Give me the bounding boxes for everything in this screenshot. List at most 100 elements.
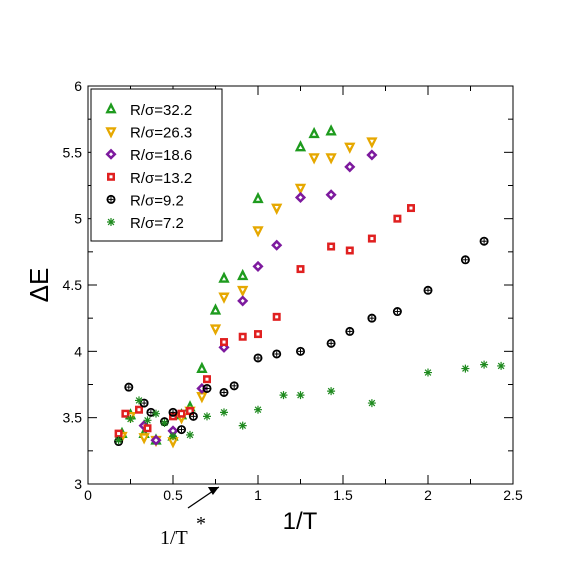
data-point-hole: [329, 129, 334, 134]
data-point-hole: [117, 432, 121, 436]
legend-marker: [107, 218, 115, 226]
y-tick-label: 4: [74, 343, 82, 359]
x-tick-label: 1.5: [333, 487, 353, 503]
data-point: [367, 313, 377, 323]
data-point-hole: [222, 294, 226, 299]
data-point: [126, 414, 135, 423]
data-point: [176, 425, 186, 435]
data-point-hole: [256, 197, 260, 201]
legend-entry: R/σ=32.2: [130, 102, 192, 119]
data-point-hole: [275, 315, 279, 319]
data-point-hole: [347, 164, 352, 169]
annotation-arrowhead: [207, 487, 219, 495]
data-point: [143, 416, 152, 425]
data-point: [497, 361, 506, 370]
data-point-hole: [199, 394, 204, 398]
data-point-hole: [213, 308, 218, 313]
data-point: [367, 399, 376, 408]
data-point-hole: [222, 345, 226, 350]
y-tick-label: 3.5: [63, 410, 83, 426]
legend-marker-hole: [109, 175, 113, 179]
data-point: [254, 405, 262, 414]
x-tick-label: 0: [84, 487, 92, 503]
data-point-hole: [256, 264, 260, 269]
data-point: [253, 353, 263, 363]
data-point: [296, 391, 305, 400]
data-point: [220, 408, 228, 417]
data-point-hole: [370, 237, 374, 241]
data-point: [186, 430, 194, 439]
data-point: [479, 236, 489, 246]
data-point: [188, 411, 198, 421]
data-point-hole: [298, 186, 303, 190]
data-point: [229, 381, 239, 391]
data-point-hole: [137, 408, 141, 412]
data-point: [135, 396, 143, 405]
data-point-hole: [154, 438, 158, 443]
data-point: [345, 326, 355, 336]
data-point: [480, 360, 489, 369]
data-point-hole: [409, 206, 413, 210]
data-point: [169, 432, 177, 441]
data-point-hole: [312, 155, 317, 160]
data-point-hole: [312, 132, 317, 136]
data-point-hole: [348, 249, 352, 253]
data-point-hole: [222, 340, 226, 344]
y-tick-label: 5: [74, 211, 82, 227]
legend-entry: R/σ=13.2: [130, 170, 192, 187]
legend-marker: [106, 194, 116, 204]
data-point: [423, 285, 433, 295]
x-axis-title: 1/T: [283, 508, 318, 535]
data-point: [272, 349, 282, 359]
data-point-hole: [329, 245, 333, 249]
data-point-hole: [395, 217, 399, 221]
data-point: [424, 368, 432, 377]
y-tick-label: 4.5: [63, 277, 83, 293]
data-point-hole: [256, 228, 260, 233]
y-tick-label: 5.5: [63, 144, 83, 160]
data-point-hole: [171, 439, 175, 444]
data-point-hole: [369, 152, 374, 157]
data-point: [124, 382, 134, 392]
data-point: [160, 418, 169, 427]
data-point-hole: [329, 155, 334, 160]
data-point: [202, 383, 212, 393]
x-tick-label: 1: [254, 487, 262, 503]
data-point-hole: [240, 288, 245, 292]
y-tick-label: 6: [74, 78, 82, 94]
legend-marker-hole: [109, 129, 113, 134]
data-point-hole: [347, 145, 352, 149]
data-point: [461, 364, 470, 373]
data-point: [327, 387, 336, 396]
data-point-hole: [171, 428, 175, 433]
data-point-hole: [274, 206, 279, 210]
data-point: [460, 255, 470, 265]
legend: R/σ=32.2 R/σ=26.3 R/σ=18.6 R/σ=13.2 R/σ=9.2 R…: [90, 88, 223, 242]
legend-marker-hole: [109, 107, 113, 111]
data-point-hole: [146, 426, 149, 430]
data-point: [238, 421, 247, 430]
legend-entry: R/σ=26.3: [130, 125, 192, 142]
data-point: [168, 407, 178, 417]
plot-area: 0 0.5 1 1.5 2 2.5 3 3.5 4 4.5 5 5.5 6 1/T ΔE: [24, 78, 523, 535]
x-tick-label: 0.5: [163, 487, 183, 503]
annotation-superscript: *: [196, 513, 206, 535]
annotation-label: 1/T: [160, 527, 188, 549]
series-5: [114, 360, 506, 445]
data-point-hole: [240, 298, 245, 303]
data-point-hole: [299, 267, 302, 271]
data-point-hole: [298, 145, 303, 150]
data-point: [279, 391, 288, 400]
data-point-hole: [222, 276, 226, 281]
data-point-hole: [123, 412, 127, 416]
data-point-hole: [369, 139, 374, 144]
data-point-hole: [329, 192, 334, 197]
data-point-hole: [240, 274, 245, 278]
data-point: [295, 346, 305, 356]
data-point-hole: [180, 412, 183, 416]
legend-marker-hole: [109, 152, 113, 157]
data-point-hole: [199, 367, 204, 371]
y-tick-label: 3: [74, 476, 82, 492]
data-point: [326, 338, 336, 348]
